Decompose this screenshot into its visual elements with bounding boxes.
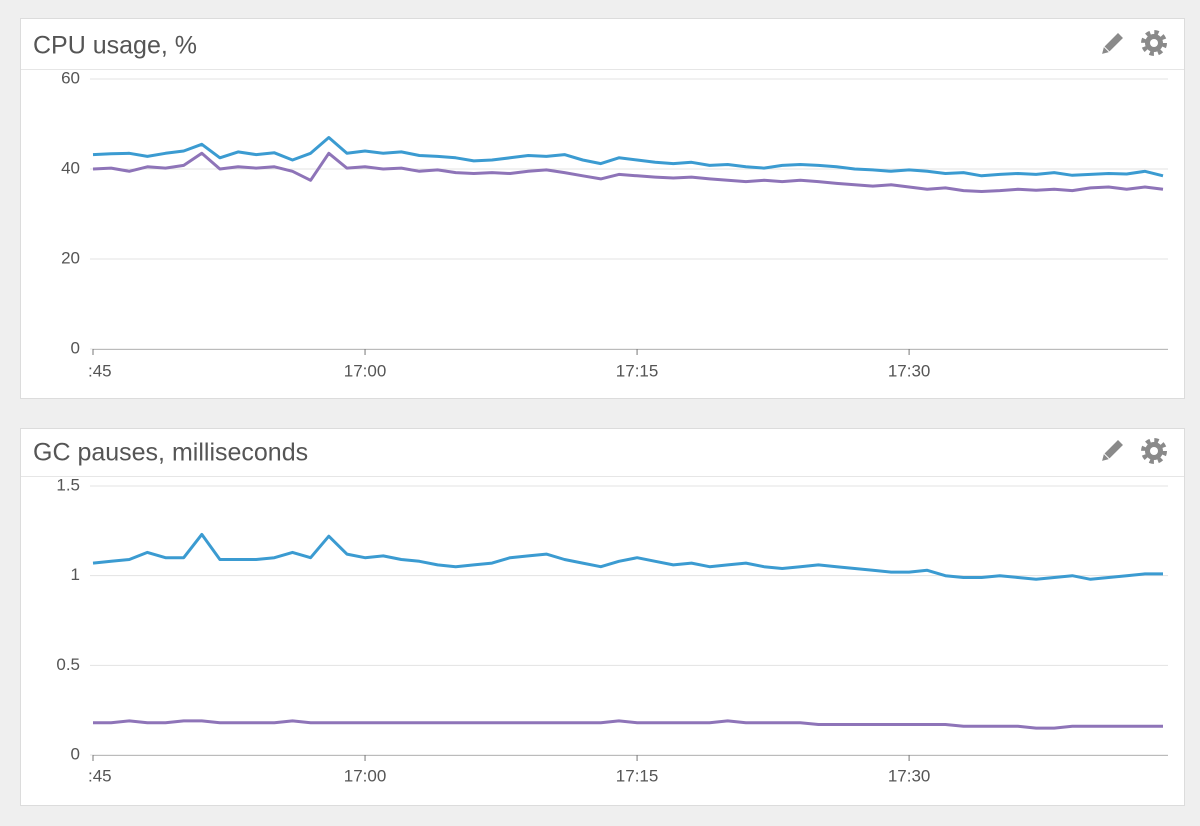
y-tick-label: 0 xyxy=(71,744,80,763)
edit-icon[interactable] xyxy=(1100,440,1123,463)
pencil-body xyxy=(1104,440,1123,459)
settings-icon[interactable] xyxy=(1141,438,1167,464)
x-tick-label: 17:00 xyxy=(344,766,387,785)
gear-teeth xyxy=(1141,438,1167,464)
gear-teeth xyxy=(1141,30,1167,56)
series-line xyxy=(92,151,1164,193)
pencil-body xyxy=(1104,33,1123,52)
x-tick-label: 17:30 xyxy=(888,361,931,380)
settings-icon[interactable] xyxy=(1141,30,1167,56)
pencil-tip xyxy=(1102,47,1109,54)
panel xyxy=(20,428,1185,806)
gear-hole xyxy=(1150,447,1158,455)
x-tick-label: 17:00 xyxy=(344,361,387,380)
chart-title: GC pauses, milliseconds xyxy=(33,439,308,467)
y-tick-label: 60 xyxy=(61,68,80,87)
y-tick-label: 1 xyxy=(71,565,80,584)
y-tick-label: 0.5 xyxy=(56,655,80,674)
series-line xyxy=(92,532,1163,581)
panel xyxy=(20,18,1185,399)
x-tick-label: 17:30 xyxy=(888,766,931,785)
series-line xyxy=(93,719,1163,730)
x-tick-label: :45 xyxy=(88,361,112,380)
y-tick-label: 40 xyxy=(61,158,80,177)
chart-title: CPU usage, % xyxy=(33,32,197,60)
gear-hole xyxy=(1150,39,1158,47)
x-tick-label: :45 xyxy=(88,766,112,785)
y-tick-label: 20 xyxy=(61,248,80,267)
y-tick-label: 1.5 xyxy=(56,475,80,494)
pencil-tip xyxy=(1102,454,1109,461)
series-line xyxy=(92,136,1164,178)
y-tick-label: 0 xyxy=(71,338,80,357)
x-tick-label: 17:15 xyxy=(616,766,659,785)
edit-icon[interactable] xyxy=(1100,33,1123,56)
x-tick-label: 17:15 xyxy=(616,361,659,380)
